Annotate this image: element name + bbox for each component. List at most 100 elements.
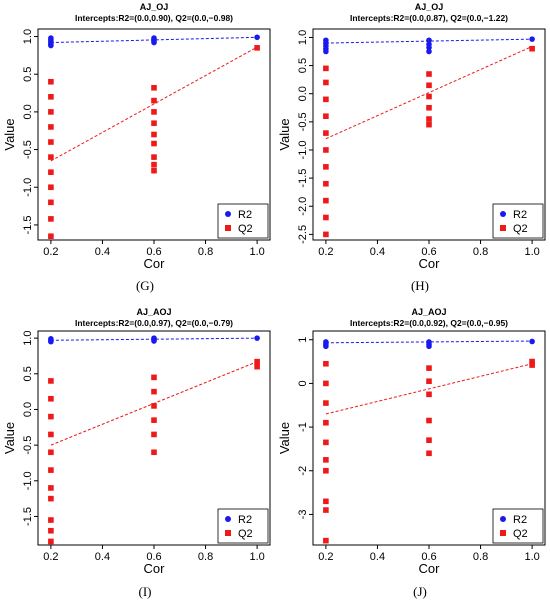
q2-point <box>48 199 54 206</box>
x-tick-label: 0.2 <box>318 246 333 258</box>
r2-point <box>426 37 432 44</box>
q2-point <box>426 71 432 77</box>
q2-fit-line <box>325 45 533 140</box>
r2-point <box>426 48 432 55</box>
q2-point <box>254 358 260 365</box>
y-tick-label: 0.0 <box>22 402 34 417</box>
y-tick-label: -0.5 <box>297 112 309 131</box>
legend-box <box>217 508 269 544</box>
q2-point <box>48 139 54 145</box>
y-tick-label: -1.0 <box>22 178 34 197</box>
r2-fit-line <box>325 38 533 44</box>
legend-marker-r2 <box>500 211 506 217</box>
r2-point <box>426 339 432 345</box>
x-tick-label: 0.2 <box>43 246 58 258</box>
x-tick-label: 0.4 <box>95 246 110 258</box>
legend-label-r2: R2 <box>238 209 252 221</box>
q2-point <box>254 45 260 51</box>
q2-point <box>323 419 329 426</box>
x-tick-label: 0.2 <box>318 551 333 563</box>
x-tick-label: 1.0 <box>524 246 539 258</box>
q2-point <box>254 363 260 370</box>
caption-j: (J) <box>413 584 427 599</box>
q2-point <box>48 431 54 438</box>
q2-point <box>151 431 157 438</box>
q2-point <box>323 164 329 170</box>
q2-point <box>48 124 54 130</box>
chart-title: AJ_AOJ <box>411 307 446 317</box>
q2-point <box>426 391 432 398</box>
x-tick-label: 1.0 <box>249 551 264 563</box>
q2-point <box>48 233 54 240</box>
q2-point <box>426 93 432 100</box>
q2-point <box>151 120 157 126</box>
q2-point <box>426 378 432 385</box>
x-tick-label: 0.8 <box>473 246 488 258</box>
y-tick-label: -1.5 <box>22 507 34 526</box>
q2-point <box>323 79 329 86</box>
q2-point <box>426 121 432 128</box>
y-tick-label: -1.5 <box>22 215 34 234</box>
y-tick-label: 0.0 <box>22 104 34 119</box>
x-axis-label: Cor <box>419 561 441 576</box>
x-tick-label: 1.0 <box>249 246 264 258</box>
q2-point <box>323 197 329 204</box>
y-tick-label: -2 <box>297 466 309 476</box>
legend-label-q2: Q2 <box>238 528 253 540</box>
legend-label-r2: R2 <box>513 209 527 221</box>
q2-point <box>323 537 329 544</box>
q2-point <box>151 84 157 91</box>
q2-point <box>48 495 54 502</box>
q2-point <box>426 365 432 371</box>
q2-point <box>48 395 54 402</box>
q2-point <box>151 109 157 115</box>
q2-point <box>48 378 54 384</box>
r2-point <box>529 338 535 345</box>
x-axis-label: Cor <box>419 256 441 271</box>
q2-point <box>323 360 329 367</box>
q2-point <box>151 403 157 409</box>
r2-point <box>254 34 260 41</box>
chart-title: AJ_AOJ <box>136 307 171 317</box>
r2-point <box>48 35 54 41</box>
legend-label-q2: Q2 <box>513 528 528 540</box>
r2-point <box>48 336 54 342</box>
q2-point <box>323 467 329 474</box>
q2-point <box>48 94 54 100</box>
r2-fit-line <box>325 340 533 344</box>
y-axis-label: Value <box>277 422 292 454</box>
y-tick-label: 0.5 <box>22 67 34 82</box>
y-tick-label: -1.0 <box>22 471 34 490</box>
r2-point <box>323 339 329 345</box>
q2-point <box>48 109 54 115</box>
chart-subtitle: Intercepts:R2=(0.0,0.97), Q2=(0.0,−0.79) <box>75 318 233 328</box>
r2-point <box>151 35 157 41</box>
x-tick-label: 0.6 <box>421 551 436 563</box>
q2-point <box>151 131 157 138</box>
y-axis-label: Value <box>277 118 292 150</box>
caption-g: (G) <box>135 278 155 293</box>
q2-point <box>48 485 54 491</box>
x-tick-label: 0.4 <box>370 246 385 258</box>
q2-point <box>151 374 157 381</box>
r2-point <box>426 41 432 47</box>
r2-point <box>254 335 260 341</box>
legend-marker-r2 <box>500 516 506 522</box>
chart-title: AJ_OJ <box>415 2 444 12</box>
chart-subtitle: Intercepts:R2=(0.0,0.92), Q2=(0.0,−0.95) <box>350 318 508 328</box>
x-tick-label: 0.4 <box>95 551 110 563</box>
q2-point <box>426 104 432 111</box>
q2-point <box>323 65 329 72</box>
q2-point <box>48 517 54 523</box>
legend-marker-r2 <box>225 211 231 217</box>
y-tick-label: -2.0 <box>297 197 309 216</box>
q2-point <box>426 116 432 122</box>
y-tick-label: 0.0 <box>297 86 309 101</box>
y-tick-label: 0 <box>297 380 309 386</box>
